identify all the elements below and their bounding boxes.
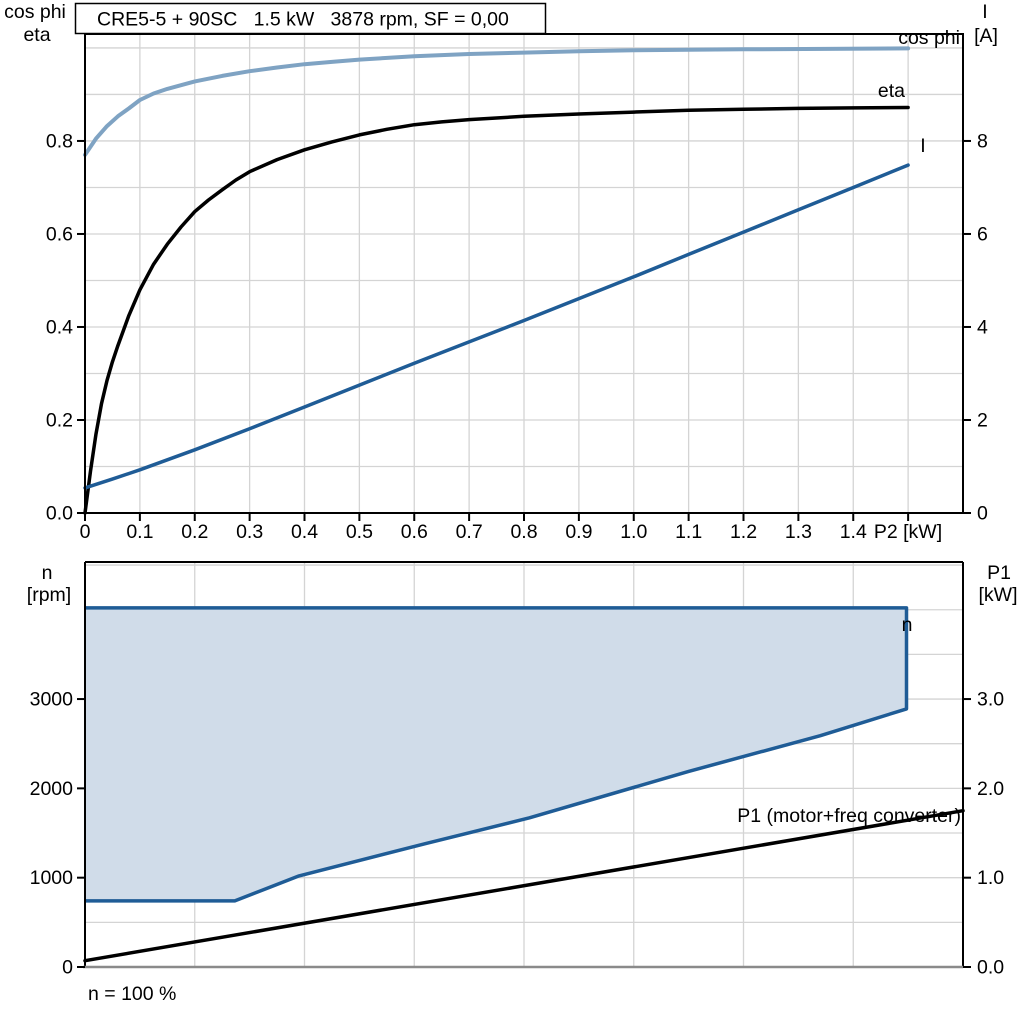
tick-label-left: 3000 (30, 689, 74, 711)
curve-eta (83, 105, 910, 515)
top-right-axis-title-line1: I (982, 1, 987, 23)
footnote-speed-percent: n = 100 % (88, 983, 176, 1005)
region-label-speed: n (902, 614, 913, 636)
curve-label-current: I (920, 135, 925, 157)
tick-label-x: 0.3 (236, 521, 263, 543)
tick-label-x: 0.1 (126, 521, 153, 543)
tick-label-x: 1.1 (675, 521, 702, 543)
bottom-left-axis-title-line2: [rpm] (27, 584, 71, 606)
tick-label-x: 1.3 (785, 521, 812, 543)
tick-label-left: 0.0 (46, 503, 73, 525)
top-chart-gridlines (85, 34, 963, 513)
tick-label-right: 2 (977, 409, 988, 431)
tick-label-x: 0.9 (565, 521, 592, 543)
tick-label-left: 0.6 (46, 223, 73, 245)
tick-label-x: 1.2 (730, 521, 757, 543)
top-x-axis-title: P2 [kW] (874, 521, 942, 543)
tick-label-x: 0.5 (346, 521, 373, 543)
tick-label-left: 0.8 (46, 130, 73, 152)
tick-label-right: 6 (977, 223, 988, 245)
tick-label-x: 0.4 (291, 521, 318, 543)
curve-i (83, 163, 910, 490)
tick-label-right: 1.0 (977, 867, 1004, 889)
tick-label-x: 0.6 (401, 521, 428, 543)
tick-label-x: 0 (80, 521, 91, 543)
bottom-right-axis-title-line1: P1 (987, 562, 1011, 584)
bottom-left-axis-title-line1: n (42, 562, 53, 584)
bottom-chart-speed-region (85, 606, 909, 903)
tick-label-left: 0 (62, 957, 73, 979)
curve-cos-phi (83, 46, 911, 157)
tick-label-x: 1.4 (840, 521, 867, 543)
curve-label-p1: P1 (motor+freq converter) (737, 805, 961, 827)
top-left-axis-title-line1: cos phi (4, 1, 66, 23)
curve-p1 (83, 808, 965, 963)
bottom-chart-curves (83, 808, 965, 963)
n-region-border (85, 606, 909, 903)
n-region-fill (85, 607, 907, 901)
top-chart-ticks-labels: 0.0 0.2 0.4 0.6 0.8 0 2 4 6 8 0 0.1 0.2 0.3 0.4 0.5 0.6 0… (46, 130, 988, 543)
tick-label-left: 0.2 (46, 409, 73, 431)
tick-label-right: 8 (977, 130, 988, 152)
curve-label-cos-phi: cos phi (898, 27, 960, 49)
bottom-chart-ticks-labels: 0 1000 2000 3000 0.0 1.0 2.0 3.0 (30, 689, 1005, 979)
tick-label-left: 0.4 (46, 316, 73, 338)
tick-label-right: 2.0 (977, 778, 1004, 800)
curve-label-eta: eta (878, 80, 905, 102)
tick-label-left: 1000 (30, 867, 74, 889)
tick-label-right: 0 (977, 503, 988, 525)
title-box (74, 2, 547, 35)
tick-label-x: 0.8 (510, 521, 537, 543)
chart-title: CRE5-5 + 90SC 1.5 kW 3878 rpm, SF = 0,00 (97, 9, 509, 31)
tick-label-x: 1.0 (620, 521, 647, 543)
tick-label-x: 0.2 (181, 521, 208, 543)
tick-label-left: 2000 (30, 778, 74, 800)
top-left-axis-title-line2: eta (23, 24, 50, 46)
top-chart-curves (83, 46, 911, 515)
tick-label-right: 3.0 (977, 689, 1004, 711)
tick-label-right: 4 (977, 316, 988, 338)
bottom-right-axis-title-line2: [kW] (979, 584, 1018, 606)
bottom-chart-frame (83, 561, 964, 969)
tick-label-right: 0.0 (977, 957, 1004, 979)
top-right-axis-title-line2: [A] (974, 25, 998, 47)
tick-label-x: 0.7 (456, 521, 483, 543)
